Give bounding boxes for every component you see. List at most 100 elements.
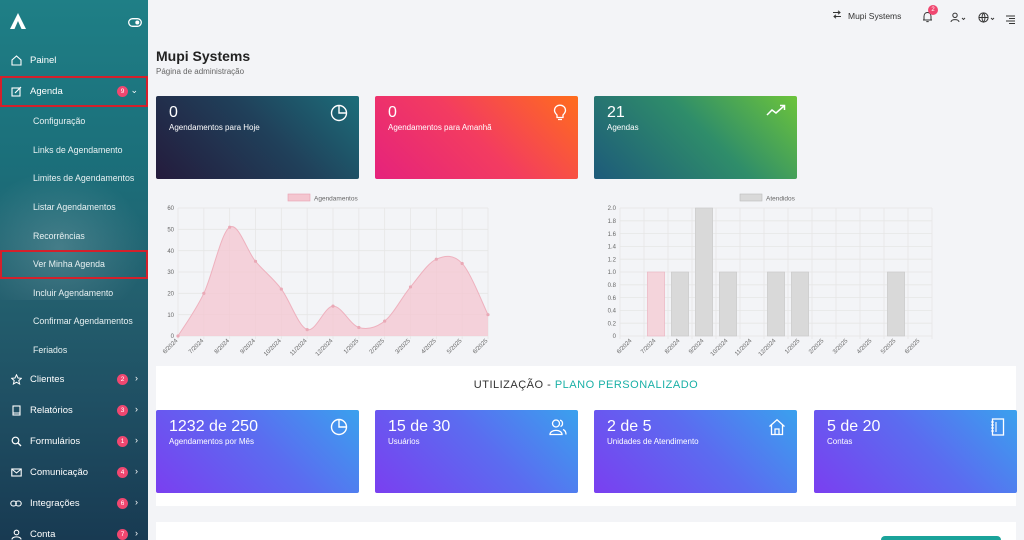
count-badge: 3 xyxy=(117,405,128,417)
submenu-item-ver-minha-agenda[interactable]: Ver Minha Agenda xyxy=(0,249,148,279)
usage-label: Agendamentos por Mês xyxy=(169,437,254,446)
y-tick-label: 0.8 xyxy=(608,283,617,289)
legend-swatch xyxy=(287,193,311,202)
data-point xyxy=(357,325,361,330)
bar xyxy=(767,271,785,337)
bar xyxy=(791,271,809,337)
page-title: Mupi Systems xyxy=(156,48,251,64)
data-point xyxy=(202,291,206,295)
y-tick-label: 1.8 xyxy=(608,219,617,225)
usage-value: 2 de 5 xyxy=(607,418,652,435)
toggle-icon[interactable] xyxy=(128,18,142,27)
data-point xyxy=(176,334,180,338)
notifications-button[interactable]: 2 xyxy=(922,5,938,28)
submenu-item-recorrencias[interactable]: Recorrências xyxy=(33,230,85,241)
sidebar-item-painel[interactable]: Painel xyxy=(0,45,148,76)
y-tick-label: 2.0 xyxy=(608,206,617,212)
chevron-right-icon: › xyxy=(135,435,138,446)
submenu-item-listar[interactable]: Listar Agendamentos xyxy=(33,202,116,213)
x-tick-label: 10/2024 xyxy=(263,338,283,358)
sidebar-item-agenda[interactable]: Agenda 9 ⌄ xyxy=(0,76,148,107)
y-tick-label: 0.4 xyxy=(608,309,617,315)
submenu-item-incluir[interactable]: Incluir Agendamento xyxy=(33,287,114,298)
x-tick-label: 12/2024 xyxy=(758,338,778,358)
stat-label: Agendamentos para Hoje xyxy=(169,123,260,132)
company-name: Mupi Systems xyxy=(848,10,902,21)
usage-label: Usuários xyxy=(388,437,420,446)
sidebar-item-label: Agenda xyxy=(30,86,63,97)
data-point xyxy=(228,225,232,229)
bar xyxy=(647,271,665,337)
star-icon xyxy=(10,374,22,386)
y-tick-label: 0 xyxy=(613,334,617,340)
user-menu-button[interactable] xyxy=(950,10,966,28)
bell-icon xyxy=(923,11,932,23)
sidebar-item-formularios[interactable]: Formulários 1 › xyxy=(0,426,148,457)
chevron-right-icon: › xyxy=(135,497,138,508)
stat-value: 21 xyxy=(607,104,625,121)
menu-lines-button[interactable] xyxy=(1006,11,1015,29)
y-tick-label: 20 xyxy=(167,292,174,298)
edit-icon xyxy=(10,86,22,98)
chevron-right-icon: › xyxy=(135,466,138,477)
language-button[interactable] xyxy=(978,10,995,28)
data-point xyxy=(434,257,438,261)
legend-label: Agendamentos xyxy=(314,196,358,203)
x-tick-label: 6/2024 xyxy=(616,338,634,356)
logo-icon xyxy=(10,13,26,29)
y-tick-label: 0.2 xyxy=(608,321,617,327)
chevron-down-icon: ⌄ xyxy=(130,85,138,95)
pie-icon xyxy=(330,418,348,436)
bar xyxy=(671,271,689,337)
link-icon xyxy=(10,498,22,510)
y-tick-label: 30 xyxy=(167,270,174,276)
agenda-submenu: Configuração Links de Agendamento Limite… xyxy=(0,107,148,364)
submenu-item-feriados[interactable]: Feriados xyxy=(33,345,68,356)
sidebar-item-label: Relatórios xyxy=(30,405,73,417)
y-tick-label: 50 xyxy=(167,228,174,234)
count-badge: 1 xyxy=(117,436,128,448)
sidebar-item-relatorios[interactable]: Relatórios 3 › xyxy=(0,395,148,426)
x-tick-label: 3/2025 xyxy=(395,338,413,356)
x-tick-label: 10/2024 xyxy=(710,338,730,358)
atendidos-chart: Atendidos 0 0.2 0.4 0.6 0.8 1.0 1.2 1.4 1.6 1.8 2.0… xyxy=(608,193,933,358)
x-tick-label: 1/2025 xyxy=(784,338,802,356)
sidebar-item-clientes[interactable]: Clientes 2 › xyxy=(0,364,148,395)
company-switcher[interactable]: Mupi Systems xyxy=(832,10,901,21)
usage-label: Unidades de Atendimento xyxy=(607,437,699,446)
submenu-item-links[interactable]: Links de Agendamento xyxy=(33,144,123,155)
chevron-right-icon: › xyxy=(135,404,138,415)
usage-card-accounts: 5 de 20 Contas xyxy=(814,410,1017,493)
chevron-right-icon: › xyxy=(135,373,138,384)
x-tick-label: 5/2025 xyxy=(880,338,898,356)
y-tick-label: 1.6 xyxy=(608,232,617,238)
y-tick-label: 1.2 xyxy=(608,257,617,263)
stat-value: 0 xyxy=(169,104,178,121)
house-icon xyxy=(769,418,785,436)
bottom-panel xyxy=(156,522,1016,540)
search-icon xyxy=(10,436,22,448)
stat-value: 0 xyxy=(388,104,397,121)
usage-value: 15 de 30 xyxy=(388,418,451,435)
x-tick-label: 7/2024 xyxy=(188,338,206,356)
submenu-item-confirmar[interactable]: Confirmar Agendamentos xyxy=(33,316,133,327)
sidebar-item-conta[interactable]: Conta 7 › xyxy=(0,519,148,540)
action-button[interactable] xyxy=(881,536,1001,540)
home-icon xyxy=(10,55,22,67)
sidebar-item-integracoes[interactable]: Integrações 6 › xyxy=(0,488,148,519)
submenu-item-limites[interactable]: Limites de Agendamentos xyxy=(33,173,135,184)
sidebar-item-label: Integrações xyxy=(30,498,80,510)
y-tick-label: 0.6 xyxy=(608,296,617,302)
series-area xyxy=(178,226,488,336)
book-icon xyxy=(10,405,22,417)
count-badge: 6 xyxy=(117,498,128,510)
submenu-item-configuracao[interactable]: Configuração xyxy=(33,116,86,127)
usage-card-units: 2 de 5 Unidades de Atendimento xyxy=(594,410,797,493)
data-point xyxy=(279,287,283,291)
y-tick-label: 0 xyxy=(171,334,175,340)
legend-label: Atendidos xyxy=(766,196,796,203)
x-tick-label: 2/2025 xyxy=(369,338,387,356)
sidebar-item-comunicacao[interactable]: Comunicação 4 › xyxy=(0,457,148,488)
bulb-icon xyxy=(553,104,567,121)
count-badge: 7 xyxy=(117,529,128,540)
